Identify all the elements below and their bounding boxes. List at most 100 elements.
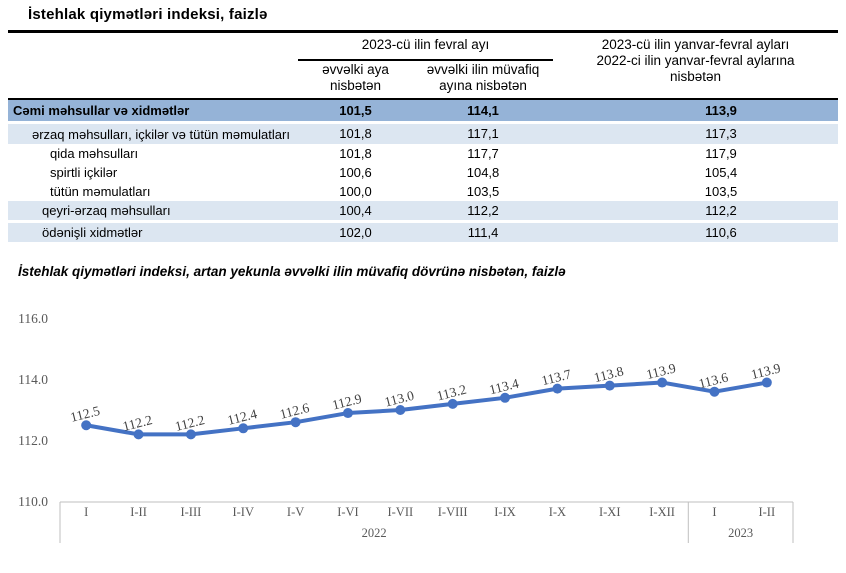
column-header-jan-feb-line1: 2023-cü ilin yanvar-fevral ayları [601, 37, 790, 52]
row-label: qida məhsulları [50, 146, 139, 161]
row-value: 102,0 [339, 225, 372, 240]
table-header-row-1: 2023-cü ilin fevral ayı 2023-cü ilin yan… [8, 31, 839, 100]
data-point-marker [500, 392, 511, 403]
data-point-label: 113.7 [540, 366, 573, 388]
table-row-food-products: qida məhsulları 101,8 117,7 117,9 [8, 144, 838, 163]
table-row-nonfood: qeyri-ərzaq məhsulları 100,4 112,2 112,2 [8, 201, 839, 222]
row-value: 100,6 [339, 165, 372, 180]
y-axis-tick-label: 110.0 [18, 494, 48, 509]
data-point-marker [657, 377, 668, 388]
data-point-marker [709, 386, 720, 397]
x-axis-label: I [84, 505, 88, 519]
row-label: ərzaq məhsulları, içkilər və tütün məmul… [32, 126, 290, 142]
row-value: 100,4 [339, 203, 372, 218]
page-title: İstehlak qiymətləri indeksi, faizlə [28, 6, 268, 23]
year-label: 2023 [728, 526, 753, 540]
row-value: 112,2 [705, 203, 737, 218]
data-point-marker [290, 417, 301, 428]
row-value: 103,5 [704, 184, 738, 199]
row-value: 112,2 [467, 203, 499, 218]
data-point-label: 113.2 [435, 382, 468, 404]
data-point-label: 113.8 [592, 363, 625, 385]
data-point-label: 112.9 [331, 391, 364, 413]
column-header-jan-feb: 2023-cü ilin yanvar-fevral ayları 2022-c… [553, 31, 839, 100]
row-label: ödənişli xidmətlər [42, 225, 143, 240]
data-point-marker [185, 429, 196, 440]
x-axis-label: I-X [549, 505, 566, 519]
x-axis-label: I-III [180, 505, 201, 519]
row-label: spirtli içkilər [50, 165, 118, 180]
data-point-marker [238, 423, 249, 434]
data-point-label: 112.5 [69, 403, 102, 425]
y-axis-tick-label: 114.0 [18, 372, 48, 387]
x-axis-label: I-VI [337, 505, 359, 519]
row-label: Cəmi məhsullar və xidmətlər [13, 103, 190, 118]
table-row-total: Cəmi məhsullar və xidmətlər 101,5 114,1 … [8, 99, 839, 123]
x-axis-label: I [712, 505, 716, 519]
table-row-food: ərzaq məhsulları, içkilər və tütün məmul… [8, 122, 839, 144]
header-label-spacer [8, 32, 298, 61]
x-axis-label: I-II [758, 505, 775, 519]
x-axis-label: I-V [287, 505, 304, 519]
x-axis-label: I-VIII [438, 505, 468, 519]
row-value: 100,0 [339, 184, 372, 199]
cpi-line-chart: 116.0 114.0 112.0 110.0 I I-II I-III I-IV I-V I-V… [0, 295, 846, 567]
row-label: qeyri-ərzaq məhsulları [42, 203, 171, 218]
y-axis-tick-label: 116.0 [18, 311, 48, 326]
row-value: 101,8 [339, 146, 372, 161]
data-point-marker [447, 398, 458, 409]
x-axis-label: I-IX [494, 505, 516, 519]
data-point-marker [133, 429, 144, 440]
cpi-line [84, 380, 769, 437]
row-value: 117,1 [467, 126, 499, 141]
row-value: 117,3 [705, 126, 737, 141]
column-header-vs-prev-year-month: əvvəlki ilin müvafiq ayına nisbətən [413, 60, 554, 100]
row-label: tütün məmulatları [50, 184, 151, 199]
data-point-label: 113.0 [383, 388, 416, 410]
data-point-marker [395, 405, 406, 415]
column-header-jan-feb-line2: 2022-ci ilin yanvar-fevral aylarına nisb… [596, 53, 795, 84]
table-row-tobacco: tütün məmulatları 100,0 103,5 103,5 [8, 182, 838, 201]
data-point-label: 113.6 [697, 369, 730, 391]
row-value: 105,4 [704, 165, 738, 180]
row-value: 111,4 [467, 225, 499, 240]
column-header-vs-prev-month: əvvəlki aya nisbətən [298, 60, 413, 100]
data-point-marker [552, 383, 563, 394]
data-point-label: 113.9 [749, 360, 782, 382]
row-value: 101,5 [339, 103, 372, 118]
table-row-alcohol: spirtli içkilər 100,6 104,8 105,4 [8, 163, 838, 182]
header-label-spacer [8, 60, 298, 100]
chart-title: İstehlak qiymətləri indeksi, artan yekun… [18, 264, 566, 279]
table-header-row-2: əvvəlki aya nisbətən əvvəlki ilin müvafi… [8, 60, 838, 100]
row-value: 101,8 [339, 126, 372, 141]
data-point-label: 113.9 [645, 360, 678, 382]
data-point-marker [81, 420, 92, 431]
row-value: 110,6 [705, 225, 737, 240]
x-axis-label: I-XI [599, 505, 621, 519]
data-point-label: 112.4 [226, 406, 259, 428]
data-point-marker [604, 380, 615, 391]
data-point-label: 112.2 [173, 412, 206, 434]
x-axis-label: I-II [130, 505, 147, 519]
row-value: 117,7 [467, 146, 499, 161]
row-value: 114,1 [467, 103, 499, 118]
x-axis-label: I-IV [232, 505, 254, 519]
data-point-label: 113.4 [488, 375, 521, 397]
data-point-marker [761, 377, 772, 388]
cpi-table: 2023-cü ilin fevral ayı 2023-cü ilin yan… [8, 30, 839, 242]
data-point-label: 112.6 [278, 400, 311, 422]
data-point-label: 112.2 [121, 412, 154, 434]
x-axis-label: I-XII [649, 505, 675, 519]
row-value: 117,9 [705, 146, 737, 161]
x-axis-label: I-VII [387, 505, 413, 519]
column-group-header-february: 2023-cü ilin fevral ayı [298, 31, 554, 61]
row-value: 104,8 [466, 165, 500, 180]
year-label: 2022 [362, 526, 387, 540]
row-value: 103,5 [466, 184, 500, 199]
y-axis-tick-label: 112.0 [18, 433, 48, 448]
data-point-marker [342, 408, 353, 419]
table-row-paid-services: ödənişli xidmətlər 102,0 111,4 110,6 [8, 221, 839, 242]
row-value: 113,9 [705, 103, 737, 118]
